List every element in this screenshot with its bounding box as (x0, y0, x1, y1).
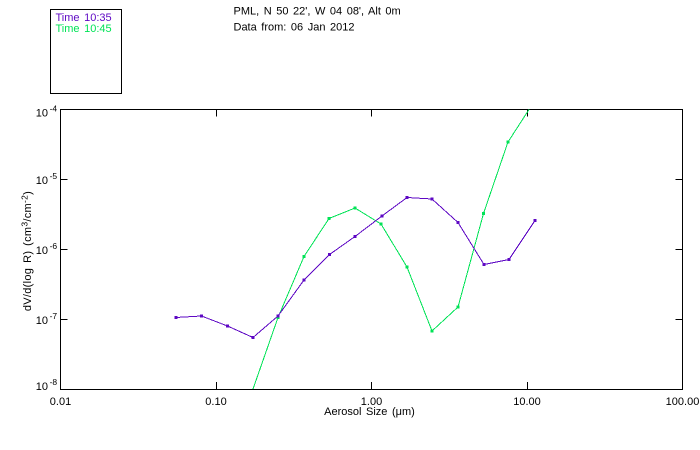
svg-text:Data from: 06 Jan 2012: Data from: 06 Jan 2012 (234, 22, 355, 34)
svg-text:Time 10:35: Time 10:35 (56, 12, 112, 24)
svg-text:-7: -7 (50, 311, 58, 321)
svg-text:-6: -6 (50, 241, 58, 251)
svg-text:-4: -4 (50, 104, 58, 114)
svg-text:dV/d(log R) (cm3/cm-2): dV/d(log R) (cm3/cm-2) (20, 191, 35, 311)
svg-text:10: 10 (36, 108, 48, 120)
svg-text:10: 10 (36, 381, 48, 393)
svg-text:0.10: 0.10 (205, 396, 226, 408)
svg-text:PML, N 50 22', W 04 08', Alt 0: PML, N 50 22', W 04 08', Alt 0m (234, 5, 401, 17)
svg-text:10: 10 (36, 315, 48, 327)
svg-text:1.00: 1.00 (361, 396, 382, 408)
svg-text:100.00: 100.00 (666, 396, 700, 408)
svg-text:-5: -5 (50, 171, 58, 181)
svg-text:Aerosol Size (μm): Aerosol Size (μm) (324, 406, 415, 418)
svg-text:10: 10 (36, 245, 48, 257)
svg-text:Time 10:45: Time 10:45 (56, 23, 112, 35)
svg-text:0.01: 0.01 (50, 396, 71, 408)
svg-text:10: 10 (36, 175, 48, 187)
svg-text:10.00: 10.00 (513, 396, 541, 408)
svg-text:-8: -8 (50, 377, 58, 387)
